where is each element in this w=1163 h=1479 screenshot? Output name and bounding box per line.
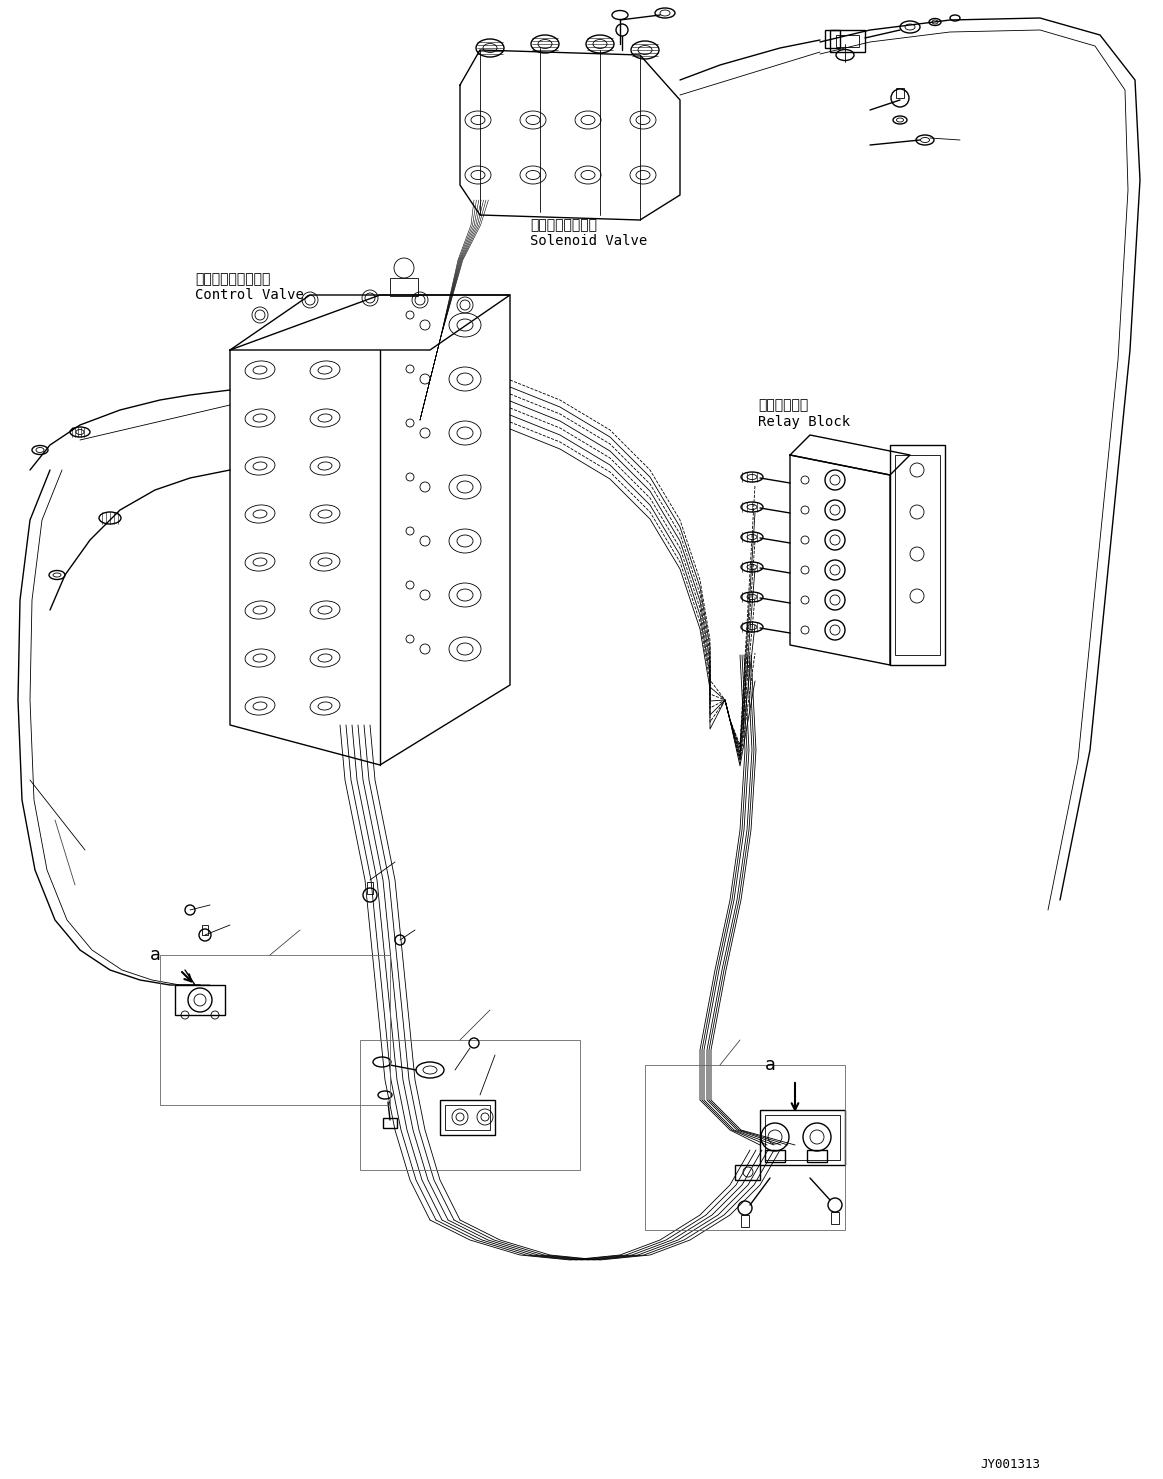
Bar — [383, 1118, 397, 1128]
Bar — [825, 30, 840, 47]
Text: a: a — [150, 947, 160, 964]
Bar — [160, 955, 390, 1105]
Bar — [765, 1151, 785, 1162]
Text: ソレノイドバルブ: ソレノイドバルブ — [530, 217, 597, 232]
Bar — [765, 1115, 840, 1160]
Bar — [174, 985, 224, 1015]
Bar — [202, 924, 208, 935]
Bar — [759, 1111, 846, 1165]
Bar — [832, 1211, 839, 1225]
Bar — [896, 87, 904, 98]
Text: a: a — [764, 1056, 776, 1074]
Bar — [445, 1105, 490, 1130]
Bar — [361, 1040, 580, 1170]
Bar — [368, 881, 373, 893]
Bar — [440, 1100, 495, 1134]
Bar — [890, 445, 946, 666]
Text: Control Valve: Control Valve — [195, 288, 304, 302]
Bar — [735, 1165, 759, 1180]
Text: 中継ブロック: 中継ブロック — [758, 398, 808, 413]
Text: Relay Block: Relay Block — [758, 416, 850, 429]
Text: JY001313: JY001313 — [980, 1458, 1040, 1472]
Bar — [830, 30, 865, 52]
Bar — [807, 1151, 827, 1162]
Text: コントロールバルブ: コントロールバルブ — [195, 272, 270, 285]
Bar — [896, 456, 940, 655]
Bar — [741, 1216, 749, 1228]
Bar — [645, 1065, 846, 1231]
Text: Solenoid Valve: Solenoid Valve — [530, 234, 648, 248]
Bar — [390, 278, 418, 296]
Bar — [836, 35, 859, 47]
